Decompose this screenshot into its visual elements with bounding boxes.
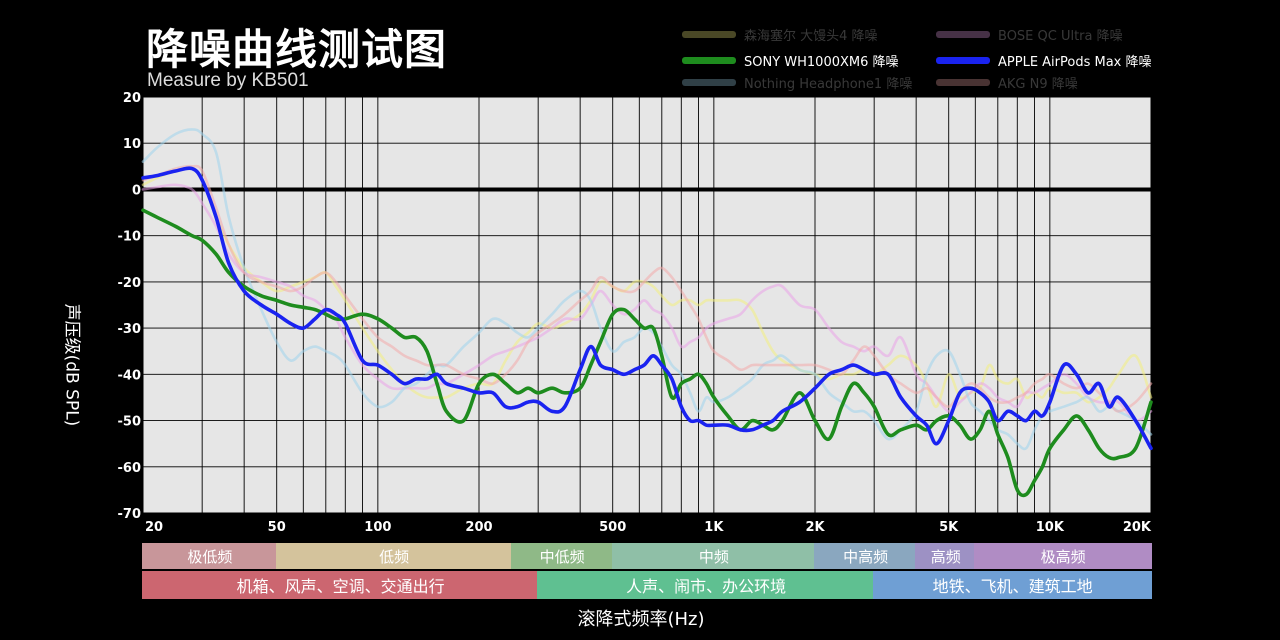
series-line-5: [141, 164, 1153, 413]
x-tick-label: 5K: [939, 520, 959, 535]
y-tick-label: -30: [118, 322, 142, 337]
legend-label: SONY WH1000XM6 降噪: [744, 55, 899, 70]
legend-item: APPLE AirPods Max 降噪: [936, 51, 1152, 70]
legend-label: 森海塞尔 大馒头4 降噪: [744, 29, 878, 44]
y-tick-label: -70: [118, 507, 142, 522]
chart-title: 降噪曲线测试图: [146, 25, 448, 74]
y-tick-label: -40: [118, 368, 142, 383]
freq-band: 极高频: [974, 543, 1152, 569]
series-line-0: [141, 166, 1153, 408]
freq-band: 极低频: [142, 543, 278, 569]
plot-border: [142, 96, 1152, 514]
x-tick-label: 10K: [1036, 520, 1065, 535]
x-tick-label: 50: [268, 520, 286, 535]
scene-band: 机箱、风声、空调、交通出行: [142, 571, 540, 599]
legend: 森海塞尔 大馒头4 降噪 BOSE QC Ultra 降噪 SONY WH1000X…: [0, 0, 1280, 100]
x-tick-label: 100: [364, 520, 391, 535]
legend-item: 森海塞尔 大馒头4 降噪: [682, 25, 878, 44]
x-tick-label: 2K: [805, 520, 825, 535]
x-ticks: 20 50 100 200 500 1K 2K 5K 10K 20K: [145, 520, 1152, 535]
y-tick-label: 10: [123, 137, 141, 152]
y-tick-label: -20: [118, 276, 142, 291]
chart-subtitle: Measure by KB501: [147, 70, 309, 91]
legend-label: BOSE QC Ultra 降噪: [998, 29, 1123, 44]
legend-swatch: [682, 57, 736, 64]
x-tick-label: 1K: [704, 520, 724, 535]
plot-background: [143, 97, 1151, 513]
x-tick-label: 20: [145, 520, 163, 535]
scene-band: 人声、闹市、办公环境: [537, 571, 876, 599]
legend-swatch: [682, 79, 736, 86]
legend-item: SONY WH1000XM6 降噪: [682, 51, 899, 70]
series-group: [141, 128, 1153, 498]
freq-band: 低频: [275, 543, 513, 569]
freq-band: 中频: [611, 543, 816, 569]
y-tick-label: 20: [123, 91, 141, 106]
legend-item: AKG N9 降噪: [936, 73, 1078, 92]
legend-label: APPLE AirPods Max 降噪: [998, 55, 1152, 70]
y-tick-label: 0: [132, 183, 141, 198]
legend-swatch: [682, 31, 736, 38]
freq-band: 中高频: [814, 543, 918, 569]
freq-band: 中低频: [510, 543, 614, 569]
legend-label: AKG N9 降噪: [998, 77, 1078, 92]
series-line-3: [141, 166, 1153, 451]
legend-item: Nothing Headphone1 降噪: [682, 73, 912, 92]
x-axis-label: 滚降式频率(Hz): [577, 609, 705, 630]
scene-bands: 机箱、风声、空调、交通出行 人声、闹市、办公环境 地铁、飞机、建筑工地: [142, 571, 1152, 599]
y-ticks: 20 10 0 -10 -20 -30 -40 -50 -60 -70: [118, 91, 142, 522]
x-tick-label: 500: [599, 520, 626, 535]
legend-item: BOSE QC Ultra 降噪: [936, 25, 1123, 44]
y-tick-label: -60: [118, 461, 142, 476]
legend-swatch: [936, 79, 990, 86]
y-axis-label: 声压级(dB SPL): [61, 303, 82, 427]
y-tick-label: -10: [118, 230, 142, 245]
y-tick-label: -50: [118, 415, 142, 430]
legend-swatch: [936, 57, 990, 64]
x-tick-label: 200: [465, 520, 492, 535]
freq-band: 高频: [915, 543, 977, 569]
freq-bands: 极低频 低频 中低频 中频 中高频 高频 极高频: [142, 543, 1152, 569]
legend-swatch: [936, 31, 990, 38]
scene-band: 地铁、飞机、建筑工地: [873, 571, 1152, 599]
legend-label: Nothing Headphone1 降噪: [744, 77, 913, 92]
x-tick-label: 20K: [1123, 520, 1152, 535]
